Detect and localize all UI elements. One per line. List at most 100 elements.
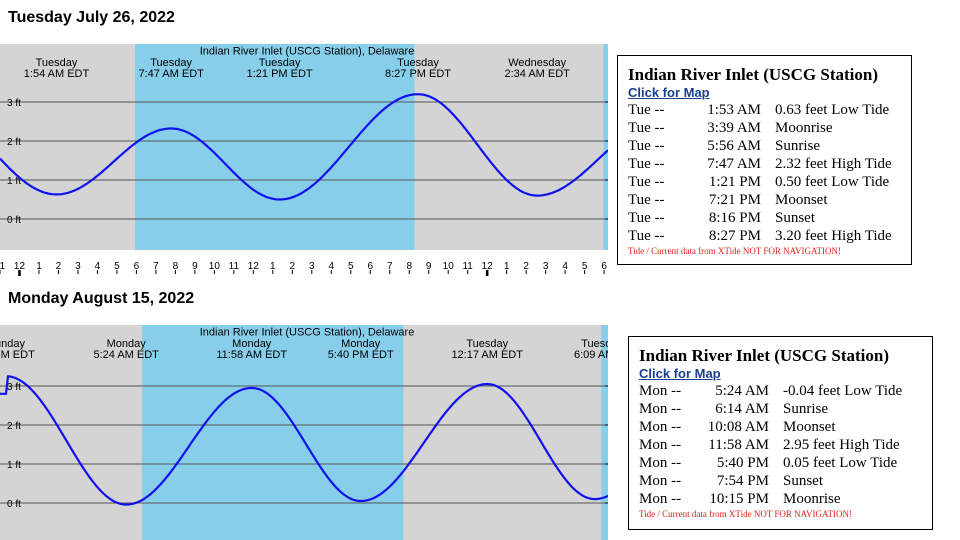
event-time: 6:14 AM	[715, 401, 769, 417]
tide-event-row: Mon -- 10:08 AM Moonset	[639, 418, 922, 436]
extreme-day-label: Tuesday	[397, 57, 439, 69]
daylight-band	[142, 325, 404, 540]
extreme-day-label: Tuesday	[150, 57, 192, 69]
event-time: 1:53 AM	[707, 102, 761, 118]
tide-event-row: Mon -- 5:24 AM -0.04 feet Low Tide	[639, 382, 922, 400]
event-time: 7:21 PM	[708, 192, 761, 208]
map-link[interactable]: Click for Map	[639, 366, 721, 381]
event-time: 8:16 PM	[708, 210, 761, 226]
station-name: Indian River Inlet (USCG Station)	[639, 346, 889, 365]
map-link[interactable]: Click for Map	[628, 85, 710, 100]
tide-event-row: Tue -- 7:21 PM Moonset	[628, 191, 901, 209]
event-description: 0.05 feet Low Tide	[783, 455, 898, 471]
extreme-day-label: Tuesda	[581, 338, 608, 350]
extreme-day-label: Tuesday	[36, 57, 78, 69]
event-description: Sunrise	[783, 401, 828, 417]
hour-tick-label: 12	[14, 261, 26, 272]
hour-tick-label: 3	[543, 261, 549, 272]
tide-chart: 0 ft 1 ft 2 ft 3 ft Indian River Inlet (USCG…	[0, 325, 608, 540]
event-day: Tue --	[628, 156, 665, 172]
event-day: Mon --	[639, 473, 682, 489]
hour-tick-label: 6	[367, 261, 373, 272]
tide-event-row: Tue -- 5:56 AM Sunrise	[628, 137, 901, 155]
hour-tick-label: 7	[153, 261, 159, 272]
station-name: Indian River Inlet (USCG Station)	[628, 65, 878, 84]
event-time: 1:21 PM	[708, 174, 761, 190]
y-tick-label: 1 ft	[7, 176, 21, 187]
tide-event-row: Mon -- 7:54 PM Sunset	[639, 472, 922, 490]
event-description: Moonset	[783, 419, 836, 435]
extreme-day-label: Wednesday	[508, 57, 566, 69]
event-description: 0.50 feet Low Tide	[775, 174, 890, 190]
hour-tick-label: 1	[270, 261, 276, 272]
extreme-day-label: Tuesday	[466, 338, 508, 350]
tide-chart: 0 ft 1 ft 2 ft 3 ft Indian River Inlet (USCG…	[0, 44, 608, 276]
extreme-time-label: 1:54 AM EDT	[24, 68, 90, 80]
extreme-time-label: 11:58 AM EDT	[216, 349, 287, 361]
day-heading: Monday August 15, 2022	[8, 290, 195, 307]
hour-tick-label: 10	[209, 261, 221, 272]
event-time: 8:27 PM	[708, 228, 761, 244]
hour-tick-label: 9	[426, 261, 432, 272]
hour-tick-label: 5	[348, 261, 354, 272]
hour-tick-label: 11	[0, 261, 6, 272]
y-tick-label: 0 ft	[7, 215, 21, 226]
tide-event-row: Tue -- 1:21 PM 0.50 feet Low Tide	[628, 173, 901, 191]
event-description: Sunset	[775, 210, 816, 226]
chart-title: Indian River Inlet (USCG Station), Delaw…	[200, 327, 415, 339]
chart-title: Indian River Inlet (USCG Station), Delaw…	[200, 46, 415, 58]
hour-tick-label: 4	[562, 261, 568, 272]
y-tick-label: 1 ft	[7, 460, 21, 471]
hour-tick-label: 2	[56, 261, 62, 272]
extreme-time-label: 12:17 AM EDT	[451, 349, 523, 361]
event-day: Mon --	[639, 437, 682, 453]
hour-tick-label: 4	[95, 261, 101, 272]
tide-event-row: Mon -- 11:58 AM 2.95 feet High Tide	[639, 436, 922, 454]
event-day: Mon --	[639, 455, 682, 471]
extreme-time-label: 1:21 PM EDT	[247, 68, 313, 80]
extreme-time-label: 6:09 AM E	[574, 349, 608, 361]
extreme-time-label: 5:24 AM EDT	[93, 349, 159, 361]
event-time: 11:58 AM	[708, 437, 769, 453]
hour-tick-label: 12	[482, 261, 494, 272]
event-description: 3.20 feet High Tide	[775, 228, 892, 244]
hour-tick-label: 3	[309, 261, 315, 272]
event-time: 7:54 PM	[716, 473, 769, 489]
hour-tick-label: 6	[601, 261, 607, 272]
daylight-band	[135, 44, 415, 250]
hour-tick-label: 10	[443, 261, 455, 272]
event-description: Moonrise	[783, 491, 841, 507]
hour-tick-label: 12	[248, 261, 260, 272]
event-time: 5:40 PM	[716, 455, 769, 471]
hour-tick-label: 9	[192, 261, 198, 272]
extreme-time-label: 8:27 PM EDT	[385, 68, 451, 80]
tide-event-row: Tue -- 8:27 PM 3.20 feet High Tide	[628, 227, 901, 245]
event-day: Mon --	[639, 419, 682, 435]
event-day: Tue --	[628, 120, 665, 136]
event-day: Tue --	[628, 228, 665, 244]
event-description: 2.95 feet High Tide	[783, 437, 900, 453]
hour-tick-label: 5	[582, 261, 588, 272]
footnote: Tide / Current data from XTide NOT FOR N…	[628, 246, 841, 256]
event-time: 10:08 AM	[707, 419, 769, 435]
extreme-day-label: Monday	[232, 338, 272, 350]
event-day: Tue --	[628, 192, 665, 208]
footnote: Tide / Current data from XTide NOT FOR N…	[639, 509, 852, 519]
event-day: Tue --	[628, 210, 665, 226]
event-day: Tue --	[628, 174, 665, 190]
extreme-time-label: 5:40 PM EDT	[328, 349, 394, 361]
tide-chart-svg: 0 ft 1 ft 2 ft 3 ft Indian River Inlet (USCG…	[0, 44, 608, 276]
daylight-band	[603, 44, 608, 250]
hour-tick-label: 6	[134, 261, 140, 272]
hour-tick-label: 2	[290, 261, 296, 272]
y-tick-label: 3 ft	[7, 382, 21, 393]
extreme-day-label: Monday	[341, 338, 381, 350]
tide-event-row: Mon -- 10:15 PM Moonrise	[639, 490, 922, 508]
tide-table: Indian River Inlet (USCG Station) Click …	[617, 55, 912, 265]
event-time: 3:39 AM	[707, 120, 761, 136]
tide-curve	[0, 375, 608, 506]
extreme-day-label: Sunday	[0, 338, 26, 350]
tide-event-row: Mon -- 6:14 AM Sunrise	[639, 400, 922, 418]
event-description: Sunrise	[775, 138, 820, 154]
event-day: Mon --	[639, 383, 682, 399]
